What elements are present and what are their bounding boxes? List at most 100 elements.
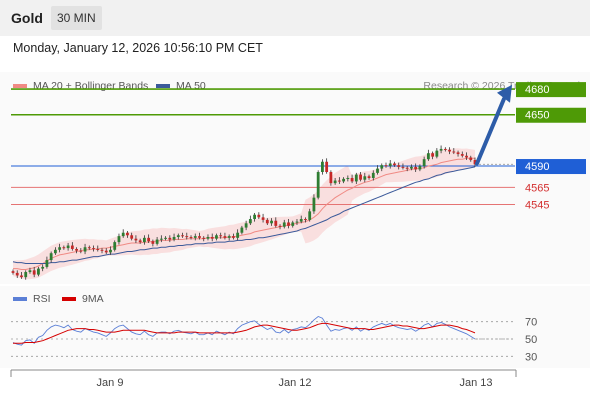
candle-body — [401, 166, 405, 168]
candle-body — [32, 270, 36, 275]
rsi-level-label-50: 50 — [525, 334, 537, 346]
candle-body — [185, 236, 189, 238]
candle-body — [159, 238, 163, 240]
candle-body — [130, 235, 134, 239]
level-tag-label-4545: 4545 — [525, 200, 549, 212]
x-tick-label: Jan 12 — [278, 377, 311, 389]
candle-body — [53, 249, 57, 254]
rsi-panel — [0, 286, 590, 368]
candle-body — [253, 214, 256, 220]
candle-body — [473, 160, 477, 165]
candle-body — [83, 247, 87, 252]
candle-body — [316, 172, 320, 198]
level-tag-label-4565: 4565 — [525, 182, 549, 194]
candle-body — [66, 245, 70, 249]
candle-body — [261, 217, 265, 220]
candle-body — [397, 165, 401, 167]
rsi-line — [12, 315, 476, 346]
candle-body — [384, 165, 388, 167]
candle-body — [24, 272, 28, 278]
rsi-ma-swatch — [62, 297, 76, 301]
candle-body — [70, 245, 74, 249]
candle-body — [274, 220, 278, 226]
candle-body — [329, 172, 333, 184]
candle-body — [138, 240, 142, 243]
candle-body — [96, 248, 100, 250]
candle-body — [371, 172, 375, 178]
candle-body — [198, 236, 201, 238]
candle-body — [304, 219, 307, 221]
candle-body — [359, 174, 362, 180]
ma50-line — [12, 166, 476, 264]
candle-body — [426, 153, 430, 160]
level-tag-label-4650: 4650 — [525, 110, 549, 122]
rsi-swatch — [13, 297, 27, 301]
candle-body — [291, 222, 295, 226]
candle-body — [431, 153, 435, 157]
candle-body — [410, 166, 413, 169]
bollinger-band — [13, 148, 475, 280]
candle-body — [202, 237, 206, 239]
candle-body — [28, 270, 32, 273]
legend-rsi: RSI — [13, 293, 51, 305]
candle-body — [287, 222, 290, 226]
candle-body — [354, 174, 358, 182]
candle-body — [380, 165, 384, 169]
rsi-ma-line — [13, 322, 476, 344]
candle-body — [100, 249, 104, 251]
candle-body — [126, 232, 129, 236]
candle-body — [321, 161, 324, 173]
candle-body — [210, 236, 214, 239]
candle-body — [346, 178, 350, 179]
candle-body — [414, 166, 418, 170]
candle-body — [244, 223, 248, 228]
candle-body — [181, 235, 184, 237]
candle-body — [109, 249, 112, 253]
candle-body — [435, 150, 439, 157]
forecast-arrow-head — [497, 84, 512, 103]
candle-body — [236, 232, 240, 238]
candle-body — [448, 149, 451, 152]
candle-body — [104, 250, 108, 253]
x-tick-label: Jan 9 — [97, 377, 124, 389]
candle-body — [58, 247, 62, 250]
candle-body — [308, 211, 312, 220]
candle-body — [443, 148, 447, 150]
candle-body — [456, 152, 460, 155]
datetime-stamp: Monday, January 12, 2026 10:56:10 PM CET — [13, 41, 263, 55]
candle-body — [350, 178, 354, 182]
candle-body — [215, 235, 218, 239]
timeframe-button[interactable]: 30 MIN — [51, 6, 102, 30]
candle-body — [49, 253, 53, 261]
rsi-level-label-70: 70 — [525, 317, 537, 329]
candle-body — [465, 155, 468, 158]
candle-body — [176, 235, 180, 237]
candle-body — [393, 163, 396, 166]
legend-rsi-label: RSI — [33, 293, 51, 305]
forecast-arrow-shaft — [475, 96, 506, 166]
candle-body — [248, 219, 252, 224]
candle-body — [20, 275, 23, 278]
candle-body — [113, 242, 117, 250]
candle-body — [257, 214, 261, 218]
candle-body — [418, 166, 422, 170]
instrument-name: Gold — [11, 10, 43, 26]
candle-body — [168, 237, 172, 240]
legend-9ma-label: 9MA — [82, 293, 104, 305]
candle-body — [75, 248, 78, 251]
candle-body — [87, 247, 91, 249]
candle-body — [164, 237, 167, 239]
candle-body — [134, 238, 138, 241]
legend-9ma: 9MA — [62, 293, 104, 305]
candle-body — [147, 237, 151, 242]
candle-body — [270, 220, 273, 224]
level-tag-4650 — [516, 107, 586, 123]
candle-body — [155, 239, 159, 244]
candle-body — [265, 219, 269, 224]
candle-body — [15, 272, 19, 276]
candle-body — [299, 219, 303, 222]
candle-body — [325, 161, 329, 173]
candle-body — [333, 180, 337, 184]
candle-body — [439, 148, 443, 151]
